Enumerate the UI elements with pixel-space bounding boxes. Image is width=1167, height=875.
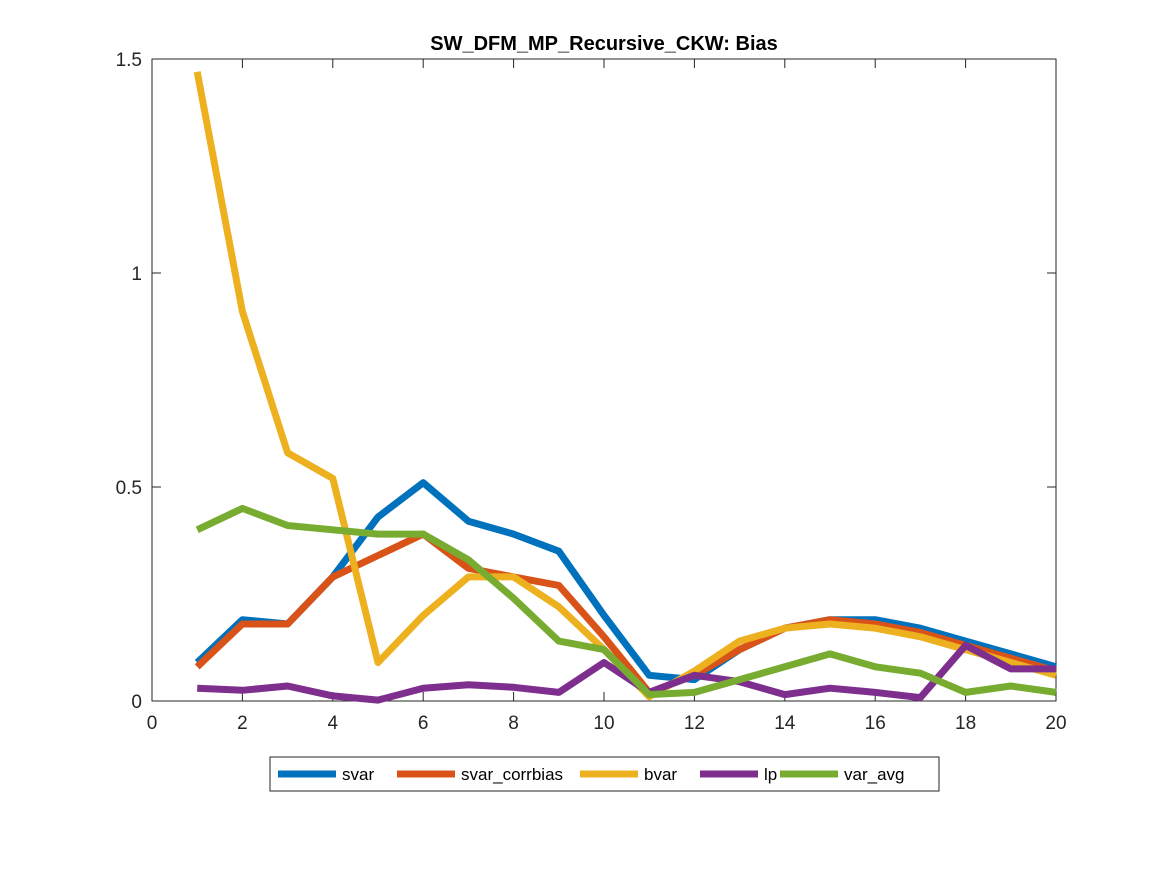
legend-label-var-avg: var_avg [844,765,904,784]
x-tick-label: 6 [418,713,429,734]
x-tick-label: 12 [684,713,705,734]
series-line-svar-corrbias [194,530,1057,696]
x-tick-label: 16 [865,713,886,734]
series-line-var-avg [195,504,1057,699]
x-tick-label: 8 [508,713,519,734]
series-lines [193,71,1057,704]
legend-label-bvar: bvar [644,765,677,784]
x-tick-label: 14 [774,713,796,734]
y-tick-label: 0 [131,692,142,713]
legend-label-lp: lp [764,765,777,784]
series-line-svar [194,479,1057,684]
x-tick-label: 18 [955,713,976,734]
chart-title: SW_DFM_MP_Recursive_CKW: Bias [430,33,778,55]
axis-tick-labels: 0 2 4 6 8 10 12 14 16 18 20 0 0.5 1 1.5 [116,50,1067,734]
y-tick-label: 0.5 [116,478,142,499]
x-tick-label: 10 [593,713,614,734]
x-tick-label: 4 [328,713,339,734]
plot-area [151,58,1057,702]
legend: svar svar_corrbias bvar lp var_avg [269,756,940,792]
y-tick-label: 1 [131,264,142,285]
legend-label-svar-corrbias: svar_corrbias [461,765,563,784]
x-tick-label: 0 [147,713,158,734]
series-line-lp [197,641,1056,704]
x-tick-label: 2 [237,713,248,734]
legend-label-svar: svar [342,765,374,784]
x-tick-label: 20 [1045,713,1066,734]
y-tick-label: 1.5 [116,50,142,71]
axis-ticks [151,58,1057,702]
